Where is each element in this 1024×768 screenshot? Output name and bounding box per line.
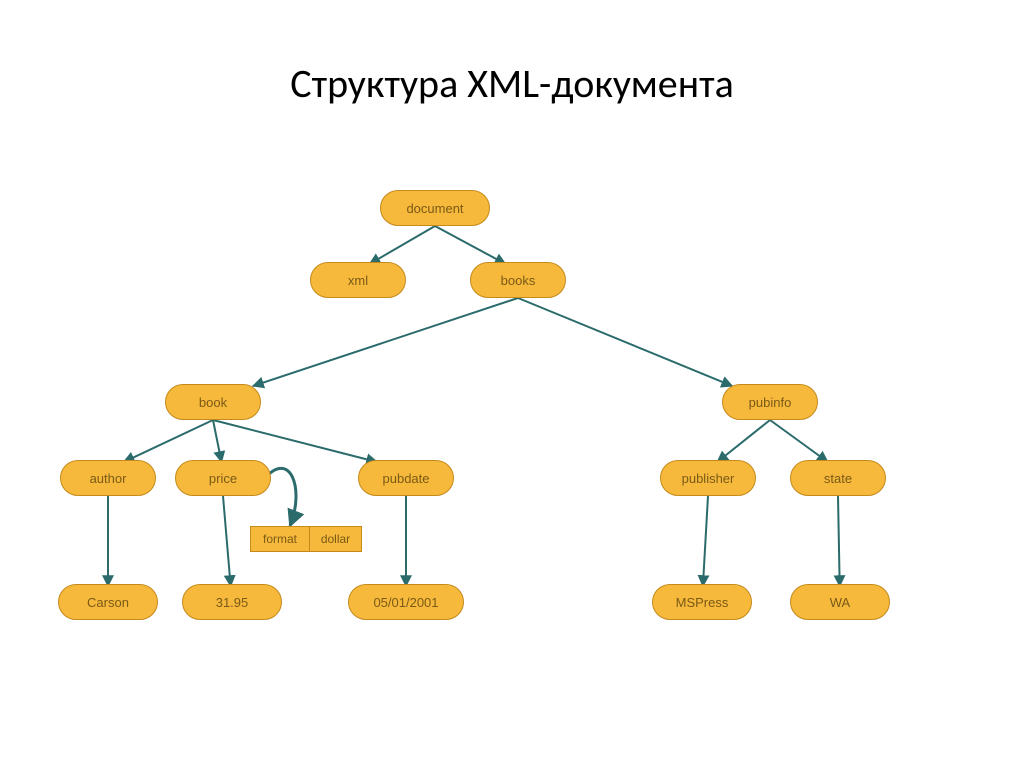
edge-pubinfo-publisher bbox=[717, 420, 770, 462]
attr-cell-dollar: dollar bbox=[310, 526, 362, 552]
edge-state-wa bbox=[838, 496, 840, 586]
edge-book-author bbox=[124, 420, 213, 462]
node-pubdate: pubdate bbox=[358, 460, 454, 496]
edge-book-price bbox=[213, 420, 222, 462]
edge-book-pubdate bbox=[213, 420, 377, 462]
node-book: book bbox=[165, 384, 261, 420]
node-books: books bbox=[470, 262, 566, 298]
node-price: price bbox=[175, 460, 271, 496]
edge-document-xml bbox=[370, 226, 435, 264]
edge-books-book bbox=[253, 298, 518, 386]
edge-pubinfo-state bbox=[770, 420, 828, 462]
page-title: Структура XML-документа bbox=[0, 59, 1024, 108]
edge-publisher-mspress bbox=[703, 496, 708, 586]
node-publisher: publisher bbox=[660, 460, 756, 496]
node-document: document bbox=[380, 190, 490, 226]
edge-layer bbox=[0, 0, 1024, 768]
node-xml: xml bbox=[310, 262, 406, 298]
node-mspress: MSPress bbox=[652, 584, 752, 620]
attribute-format-dollar: formatdollar bbox=[250, 526, 362, 552]
attr-cell-format: format bbox=[250, 526, 310, 552]
edge-price-v3195 bbox=[223, 496, 231, 586]
node-date: 05/01/2001 bbox=[348, 584, 464, 620]
node-v3195: 31.95 bbox=[182, 584, 282, 620]
edge-books-pubinfo bbox=[518, 298, 732, 386]
edge-document-books bbox=[435, 226, 506, 264]
node-pubinfo: pubinfo bbox=[722, 384, 818, 420]
node-state: state bbox=[790, 460, 886, 496]
node-wa: WA bbox=[790, 584, 890, 620]
node-carson: Carson bbox=[58, 584, 158, 620]
node-author: author bbox=[60, 460, 156, 496]
